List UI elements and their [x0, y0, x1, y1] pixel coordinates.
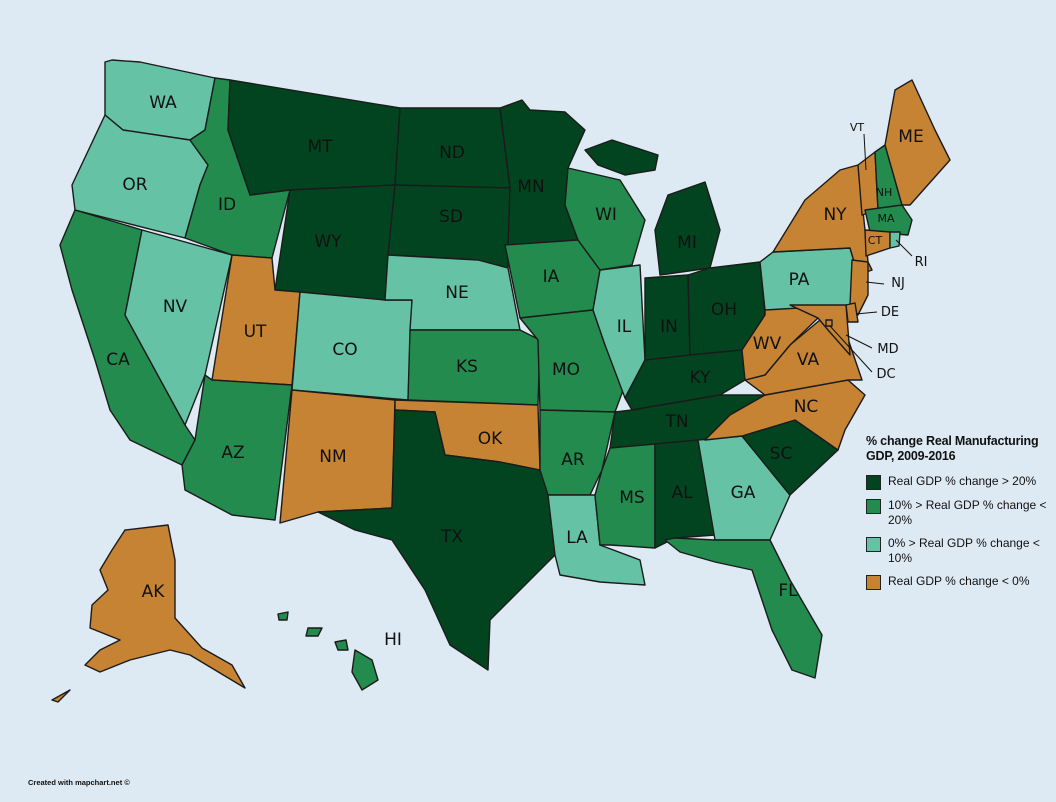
label-TN: TN: [664, 412, 688, 432]
state-MI[interactable]: [654, 181, 721, 276]
label-WY: WY: [314, 232, 342, 252]
state-HI-maui[interactable]: [334, 639, 349, 651]
state-RI[interactable]: [889, 231, 901, 249]
legend-swatch: [866, 475, 881, 490]
state-AK-islands: [51, 689, 71, 703]
legend-item: Real GDP % change < 0%: [866, 574, 1056, 590]
state-NJ[interactable]: [849, 259, 869, 316]
label-OR: OR: [122, 175, 147, 195]
label-VA: VA: [797, 350, 820, 370]
label-MT: MT: [307, 137, 333, 157]
state-FL[interactable]: [664, 537, 823, 679]
state-HI-kauai[interactable]: [277, 611, 289, 621]
label-ID: ID: [218, 195, 236, 215]
label-UT: UT: [244, 322, 267, 342]
label-HI: HI: [384, 630, 402, 650]
label-NY: NY: [823, 205, 847, 225]
label-DE: DE: [881, 305, 899, 320]
label-SD: SD: [439, 207, 463, 227]
label-AR: AR: [561, 450, 585, 470]
state-TX[interactable]: [317, 409, 556, 671]
label-PA: PA: [789, 270, 810, 290]
state-AL[interactable]: [654, 439, 716, 549]
label-MD: MD: [877, 342, 898, 357]
legend-swatch: [866, 575, 881, 590]
label-OH: OH: [711, 300, 737, 320]
label-IA: IA: [543, 267, 560, 287]
state-MD[interactable]: [789, 304, 851, 356]
legend-label: Real GDP % change < 0%: [888, 574, 1030, 588]
label-MO: MO: [552, 360, 580, 380]
leader-lines: [829, 133, 913, 373]
label-RI: RI: [915, 255, 928, 270]
label-NV: NV: [163, 297, 188, 317]
legend-items: Real GDP % change > 20% 10% > Real GDP % …: [866, 474, 1056, 590]
label-ND: ND: [439, 143, 465, 163]
label-KY: KY: [690, 368, 712, 388]
label-MS: MS: [619, 488, 644, 508]
state-AZ[interactable]: [181, 374, 293, 521]
state-MIU[interactable]: [584, 139, 659, 176]
label-KS: KS: [456, 357, 478, 377]
label-AK: AK: [142, 582, 166, 602]
legend-swatch: [866, 499, 881, 514]
label-CA: CA: [106, 350, 130, 370]
legend-title: % change Real Manufacturing GDP, 2009-20…: [866, 434, 1039, 463]
legend: % change Real Manufacturing GDP, 2009-20…: [866, 434, 1056, 598]
label-WA: WA: [149, 93, 177, 113]
label-SC: SC: [770, 444, 793, 464]
label-FL: FL: [778, 581, 798, 601]
label-IL: IL: [617, 317, 632, 337]
label-NE: NE: [445, 283, 468, 303]
legend-item: Real GDP % change > 20%: [866, 474, 1056, 490]
label-CO: CO: [332, 340, 357, 360]
label-LA: LA: [566, 528, 588, 548]
label-NM: NM: [319, 447, 346, 467]
legend-label: 10% > Real GDP % change < 20%: [888, 498, 1047, 527]
label-TX: TX: [440, 527, 463, 547]
state-ME[interactable]: [884, 79, 951, 206]
label-MI: MI: [677, 233, 697, 253]
label-NJ: NJ: [891, 276, 905, 291]
label-WI: WI: [595, 205, 617, 225]
label-NC: NC: [794, 397, 819, 417]
label-MN: MN: [517, 177, 544, 197]
label-AL: AL: [671, 483, 693, 503]
state-HI-big[interactable]: [351, 649, 379, 691]
label-AZ: AZ: [221, 443, 244, 463]
label-MA: MA: [877, 212, 894, 225]
label-ME: ME: [898, 127, 923, 147]
legend-label: 0% > Real GDP % change < 10%: [888, 536, 1040, 565]
legend-item: 0% > Real GDP % change < 10%: [866, 536, 1056, 566]
state-AK[interactable]: [84, 524, 246, 689]
label-DC: DC: [876, 367, 895, 382]
label-NH: NH: [876, 186, 893, 199]
label-IN: IN: [660, 317, 678, 337]
label-CT: CT: [868, 234, 883, 247]
label-GA: GA: [731, 483, 756, 503]
state-DC[interactable]: [825, 319, 833, 327]
state-HI-oahu[interactable]: [305, 627, 323, 637]
legend-swatch: [866, 537, 881, 552]
legend-item: 10% > Real GDP % change < 20%: [866, 498, 1056, 528]
state-MA[interactable]: [864, 204, 913, 236]
state-NV[interactable]: [124, 229, 233, 426]
credit: Created with mapchart.net ©: [28, 778, 130, 787]
label-OK: OK: [478, 429, 503, 449]
label-WV: WV: [753, 334, 782, 354]
label-VT: VT: [850, 121, 865, 134]
legend-label: Real GDP % change > 20%: [888, 474, 1037, 488]
